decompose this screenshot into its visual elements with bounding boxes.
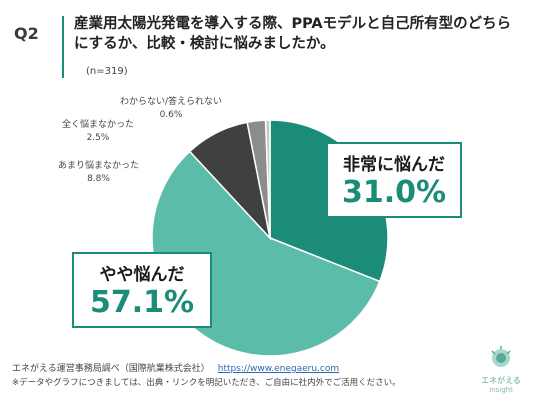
- slice-value-somewhat: 57.1%: [89, 285, 195, 320]
- footer-note: ※データやグラフにつきましては、出典・リンクを明記いただき、ご自由に社内外でご活…: [12, 378, 401, 388]
- enegaeru-logo: エネがえる Insight: [475, 345, 527, 397]
- source-text: エネがえる運営事務局調べ（国際航業株式会社）: [12, 364, 210, 374]
- slice-label-not-much: あまり悩まなかった 8.8%: [58, 158, 139, 184]
- slice-label-very-much: 非常に悩んだ 31.0%: [326, 142, 462, 218]
- slice-label-somewhat: やや悩んだ 57.1%: [72, 252, 212, 328]
- slice-value-not-at-all: 2.5%: [86, 133, 110, 143]
- sample-size: (n=319): [86, 66, 128, 77]
- slice-value-dont-know: 0.6%: [159, 110, 183, 120]
- slice-label-not-at-all: 全く悩まなかった 2.5%: [62, 117, 134, 143]
- question-text: 産業用太陽光発電を導入する際、PPAモデルと自己所有型のどちらにするか、比較・検…: [74, 16, 512, 52]
- slice-name-very-much: 非常に悩んだ: [343, 155, 445, 175]
- slice-name-not-at-all: 全く悩まなかった: [62, 120, 135, 130]
- slice-name-somewhat: やや悩んだ: [99, 265, 185, 285]
- question-divider: [62, 16, 64, 78]
- logo-icon: [491, 346, 511, 367]
- logo-sub: Insight: [489, 386, 513, 394]
- slice-dont-know: [264, 119, 271, 239]
- source-link[interactable]: https://www.enegaeru.com: [217, 364, 340, 374]
- slice-name-dont-know: わからない/答えられない: [120, 97, 223, 107]
- footer-source: エネがえる運営事務局調べ（国際航業株式会社） https://www.enegae…: [12, 361, 339, 374]
- slice-value-very-much: 31.0%: [341, 175, 447, 210]
- question-number: Q2: [14, 24, 39, 43]
- slice-value-not-much: 8.8%: [87, 174, 110, 184]
- logo-text: エネがえる: [481, 376, 521, 385]
- slice-name-not-much: あまり悩まなかった: [58, 161, 140, 171]
- slice-label-dont-know: わからない/答えられない 0.6%: [120, 94, 222, 120]
